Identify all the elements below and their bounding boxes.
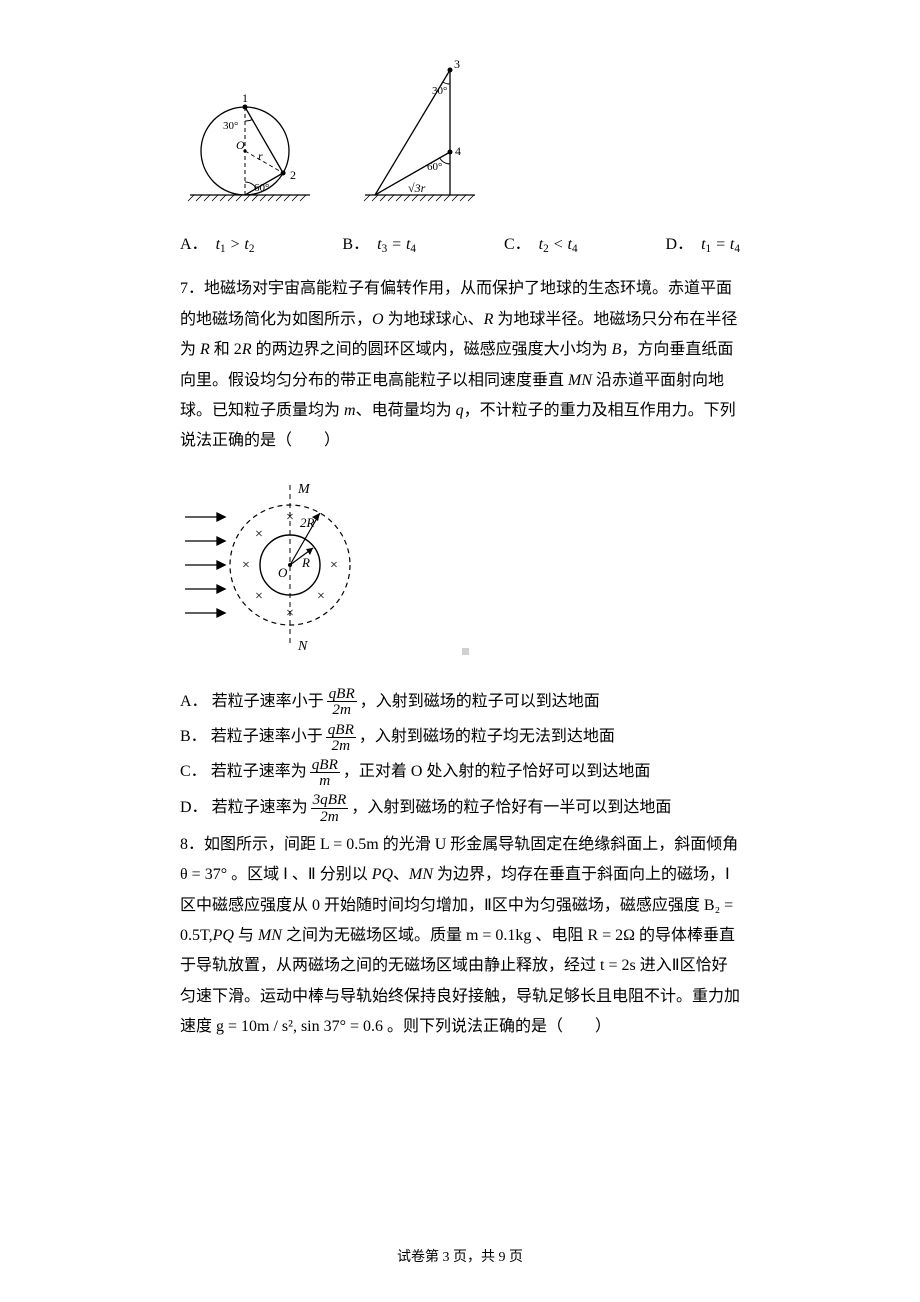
q6-option-B: B． t3 = t4 [342,230,416,260]
q6-left-label-2: 2 [290,168,296,182]
page-footer: 试卷第 3 页，共 9 页 [0,1245,920,1272]
fraction: qBR 2m [327,686,357,717]
q6-figure-left: 1 2 O r 30° 60° [180,60,320,210]
q6-right-base: √3r [408,181,426,195]
q7-option-C: C． 若粒子速率为 qBR m ，正对着 O 处入射的粒子恰好可以到达地面 [180,757,740,788]
q7-label-N: N [297,639,308,654]
q6-option-D: D． t1 = t4 [666,230,740,260]
svg-text:×: × [255,527,263,542]
fraction: 3qBR 2m [311,792,349,823]
q6-opt-D-expr: t1 = t4 [701,230,740,260]
q6-left-angle-60: 60° [254,182,269,194]
q7-figure: × × × × × × × M N O R 2R [180,465,740,676]
footer-text: 试卷第 3 页，共 9 页 [397,1250,523,1265]
q6-left-label-1: 1 [242,91,248,105]
svg-text:×: × [317,589,325,604]
svg-text:×: × [242,558,250,573]
q7-label-O: O [278,565,288,580]
q7-option-B: B． 若粒子速率小于 qBR 2m ，入射到磁场的粒子均无法到达地面 [180,722,740,753]
svg-text:×: × [286,606,294,621]
q6-opt-A-expr: t1 > t2 [216,230,255,260]
q6-option-C: C． t2 < t4 [504,230,578,260]
q7-option-A: A． 若粒子速率小于 qBR 2m ，入射到磁场的粒子可以到达地面 [180,686,740,717]
q7-label-2R: 2R [300,515,315,530]
q6-right-angle-60: 60° [427,161,442,173]
q6-right-label-4: 4 [455,144,461,158]
svg-text:×: × [330,558,338,573]
page-marker-icon [462,648,469,655]
svg-text:×: × [255,589,263,604]
q6-right-angle-30: 30° [432,85,447,97]
fraction: qBR 2m [326,722,356,753]
q7-label-M: M [297,482,311,497]
q8-stem: 8．如图所示，间距 L = 0.5m 的光滑 U 形金属导轨固定在绝缘斜面上，斜… [180,830,740,1043]
q6-opt-C-expr: t2 < t4 [539,230,578,260]
q7-stem: 7．地磁场对宇宙高能粒子有偏转作用，从而保护了地球的生态环境。赤道平面的地磁场简… [180,274,740,456]
q6-options: A． t1 > t2 B． t3 = t4 C． t2 < t4 D． t1 =… [180,230,740,260]
svg-text:×: × [286,510,294,525]
q6-left-label-O: O [236,138,245,152]
q7-num: 7． [180,280,204,297]
q6-figures: 1 2 O r 30° 60° [180,60,740,210]
q6-option-A: A． t1 > t2 [180,230,254,260]
q7-options: A． 若粒子速率小于 qBR 2m ，入射到磁场的粒子可以到达地面 B． 若粒子… [180,686,740,824]
q6-right-label-3: 3 [454,60,460,71]
q6-opt-B-expr: t3 = t4 [377,230,416,260]
q6-left-label-r: r [258,149,263,163]
q7-label-R: R [301,555,310,570]
q7-option-D: D． 若粒子速率为 3qBR 2m ，入射到磁场的粒子恰好有一半可以到达地面 [180,792,740,823]
fraction: qBR m [310,757,340,788]
q6-figure-right: 3 4 30° 60° √3r [360,60,480,210]
q6-left-angle-30: 30° [223,120,238,132]
q8-num: 8． [180,836,204,853]
